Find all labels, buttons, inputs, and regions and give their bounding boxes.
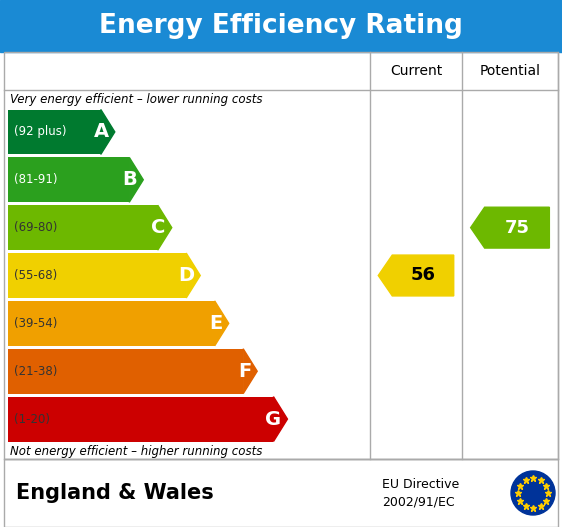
Polygon shape [215,301,229,346]
Polygon shape [274,397,287,442]
Text: Very energy efficient – lower running costs: Very energy efficient – lower running co… [10,93,262,105]
Polygon shape [243,349,257,394]
Polygon shape [470,207,550,248]
Text: A: A [94,122,109,141]
Bar [8,253,186,298]
Text: EU Directive: EU Directive [382,477,459,491]
Text: G: G [265,409,282,428]
Bar [8,349,243,394]
Text: Energy Efficiency Rating: Energy Efficiency Rating [99,13,463,39]
Bar [4,459,558,527]
Text: (92 plus): (92 plus) [14,125,66,139]
Text: E: E [210,314,223,333]
Text: D: D [178,266,194,285]
Bar [8,110,101,154]
Text: F: F [238,362,251,380]
Text: (69-80): (69-80) [14,221,57,234]
Text: (1-20): (1-20) [14,413,50,426]
Text: Not energy efficient – higher running costs: Not energy efficient – higher running co… [10,444,262,457]
Text: B: B [123,170,137,189]
Text: C: C [151,218,166,237]
Bar [8,205,158,250]
Bar [8,301,215,346]
Text: (39-54): (39-54) [14,317,57,330]
Circle shape [511,471,555,515]
Polygon shape [101,110,115,154]
Text: (81-91): (81-91) [14,173,57,186]
Bar [8,397,274,442]
Polygon shape [378,255,454,296]
Text: (55-68): (55-68) [14,269,57,282]
Polygon shape [158,205,172,250]
Text: Current: Current [390,64,442,78]
Text: 56: 56 [410,267,436,285]
Text: (21-38): (21-38) [14,365,57,378]
Text: 2002/91/EC: 2002/91/EC [382,495,455,509]
Bar [8,158,129,202]
Polygon shape [186,253,200,298]
Text: England & Wales: England & Wales [16,483,214,503]
Bar [4,52,558,459]
Polygon shape [129,158,143,202]
Text: Potential: Potential [479,64,541,78]
Text: 75: 75 [505,219,529,237]
Bar [0,0,562,52]
